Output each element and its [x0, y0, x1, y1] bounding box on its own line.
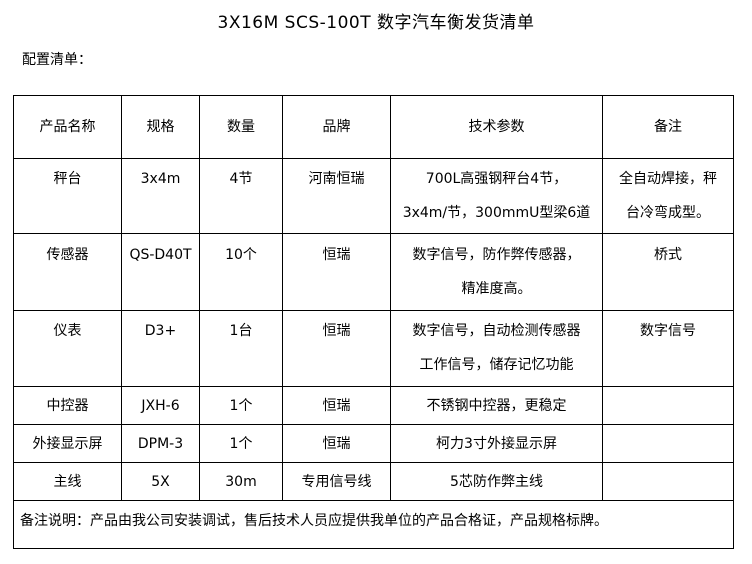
- table-row: 主线 5X 30m 专用信号线 5芯防作弊主线: [13, 462, 734, 501]
- remarks: [602, 386, 734, 425]
- cell-line: 台冷弯成型。: [626, 205, 710, 221]
- brand: 恒瑞: [282, 310, 391, 387]
- tech-params: 700L高强钢秤台4节， 3x4m/节，300mmU型梁6道: [390, 158, 603, 234]
- product-name: 传感器: [13, 233, 122, 311]
- header-brand: 品牌: [282, 95, 391, 159]
- remarks: 数字信号: [602, 310, 734, 387]
- spec: D3+: [121, 310, 200, 387]
- cell-line: 不锈钢中控器，更稳定: [426, 398, 567, 414]
- cell-line: 3x4m/节，300mmU型梁6道: [402, 205, 591, 221]
- shipping-list-table: 产品名称 规格 数量 品牌 技术参数 备注 秤台 3x4m 4节 河南恒瑞 700L高强…: [13, 95, 734, 549]
- spec: DPM-3: [121, 424, 200, 463]
- tech-params: 柯力3寸外接显示屏: [390, 424, 603, 463]
- product-name: 仪表: [13, 310, 122, 387]
- remarks: [602, 462, 734, 501]
- header-tech-params: 技术参数: [390, 95, 603, 159]
- table-row: 外接显示屏 DPM-3 1个 恒瑞 柯力3寸外接显示屏: [13, 424, 734, 463]
- spec: 5X: [121, 462, 200, 501]
- footer-note: 备注说明：产品由我公司安装调试，售后技术人员应提供我单位的产品合格证，产品规格标…: [13, 500, 734, 549]
- brand: 河南恒瑞: [282, 158, 391, 234]
- cell-line: 桥式: [654, 247, 682, 263]
- table-row: 仪表 D3+ 1台 恒瑞 数字信号，自动检测传感器 工作信号，储存记忆功能 数字信号: [13, 310, 734, 387]
- quantity: 1个: [199, 424, 283, 463]
- cell-line: 柯力3寸外接显示屏: [436, 436, 557, 452]
- cell-line: 5芯防作弊主线: [450, 474, 543, 490]
- brand: 恒瑞: [282, 233, 391, 311]
- cell-line: 700L高强钢秤台4节，: [425, 171, 568, 187]
- brand: 专用信号线: [282, 462, 391, 501]
- quantity: 1个: [199, 386, 283, 425]
- footer-row: 备注说明：产品由我公司安装调试，售后技术人员应提供我单位的产品合格证，产品规格标…: [13, 500, 734, 549]
- table-row: 秤台 3x4m 4节 河南恒瑞 700L高强钢秤台4节， 3x4m/节，300mmU型梁6…: [13, 158, 734, 234]
- quantity: 10个: [199, 233, 283, 311]
- spec: 3x4m: [121, 158, 200, 234]
- tech-params: 不锈钢中控器，更稳定: [390, 386, 603, 425]
- cell-line: 数字信号，防作弊传感器，: [412, 247, 581, 263]
- product-name: 外接显示屏: [13, 424, 122, 463]
- config-list-label: 配置清单：: [22, 52, 92, 68]
- spec: JXH-6: [121, 386, 200, 425]
- page-title: 3X16M SCS-100T 数字汽车衡发货清单: [217, 13, 535, 33]
- spec: QS-D40T: [121, 233, 200, 311]
- header-remarks: 备注: [602, 95, 734, 159]
- quantity: 30m: [199, 462, 283, 501]
- brand: 恒瑞: [282, 386, 391, 425]
- product-name: 中控器: [13, 386, 122, 425]
- product-name: 秤台: [13, 158, 122, 234]
- cell-line: 工作信号，储存记忆功能: [419, 357, 574, 373]
- remarks: 桥式: [602, 233, 734, 311]
- table-row: 中控器 JXH-6 1个 恒瑞 不锈钢中控器，更稳定: [13, 386, 734, 425]
- tech-params: 5芯防作弊主线: [390, 462, 603, 501]
- remarks: 全自动焊接，秤 台冷弯成型。: [602, 158, 734, 234]
- tech-params: 数字信号，自动检测传感器 工作信号，储存记忆功能: [390, 310, 603, 387]
- tech-params: 数字信号，防作弊传感器， 精准度高。: [390, 233, 603, 311]
- cell-line: 数字信号，自动检测传感器: [412, 323, 581, 339]
- cell-line: 精准度高。: [461, 281, 532, 297]
- header-quantity: 数量: [199, 95, 283, 159]
- cell-line: 全自动焊接，秤: [619, 171, 717, 187]
- brand: 恒瑞: [282, 424, 391, 463]
- quantity: 4节: [199, 158, 283, 234]
- header-spec: 规格: [121, 95, 200, 159]
- quantity: 1台: [199, 310, 283, 387]
- header-product-name: 产品名称: [13, 95, 122, 159]
- table-header-row: 产品名称 规格 数量 品牌 技术参数 备注: [13, 95, 734, 159]
- remarks: [602, 424, 734, 463]
- product-name: 主线: [13, 462, 122, 501]
- table-row: 传感器 QS-D40T 10个 恒瑞 数字信号，防作弊传感器， 精准度高。 桥式: [13, 233, 734, 311]
- cell-line: 数字信号: [640, 323, 696, 339]
